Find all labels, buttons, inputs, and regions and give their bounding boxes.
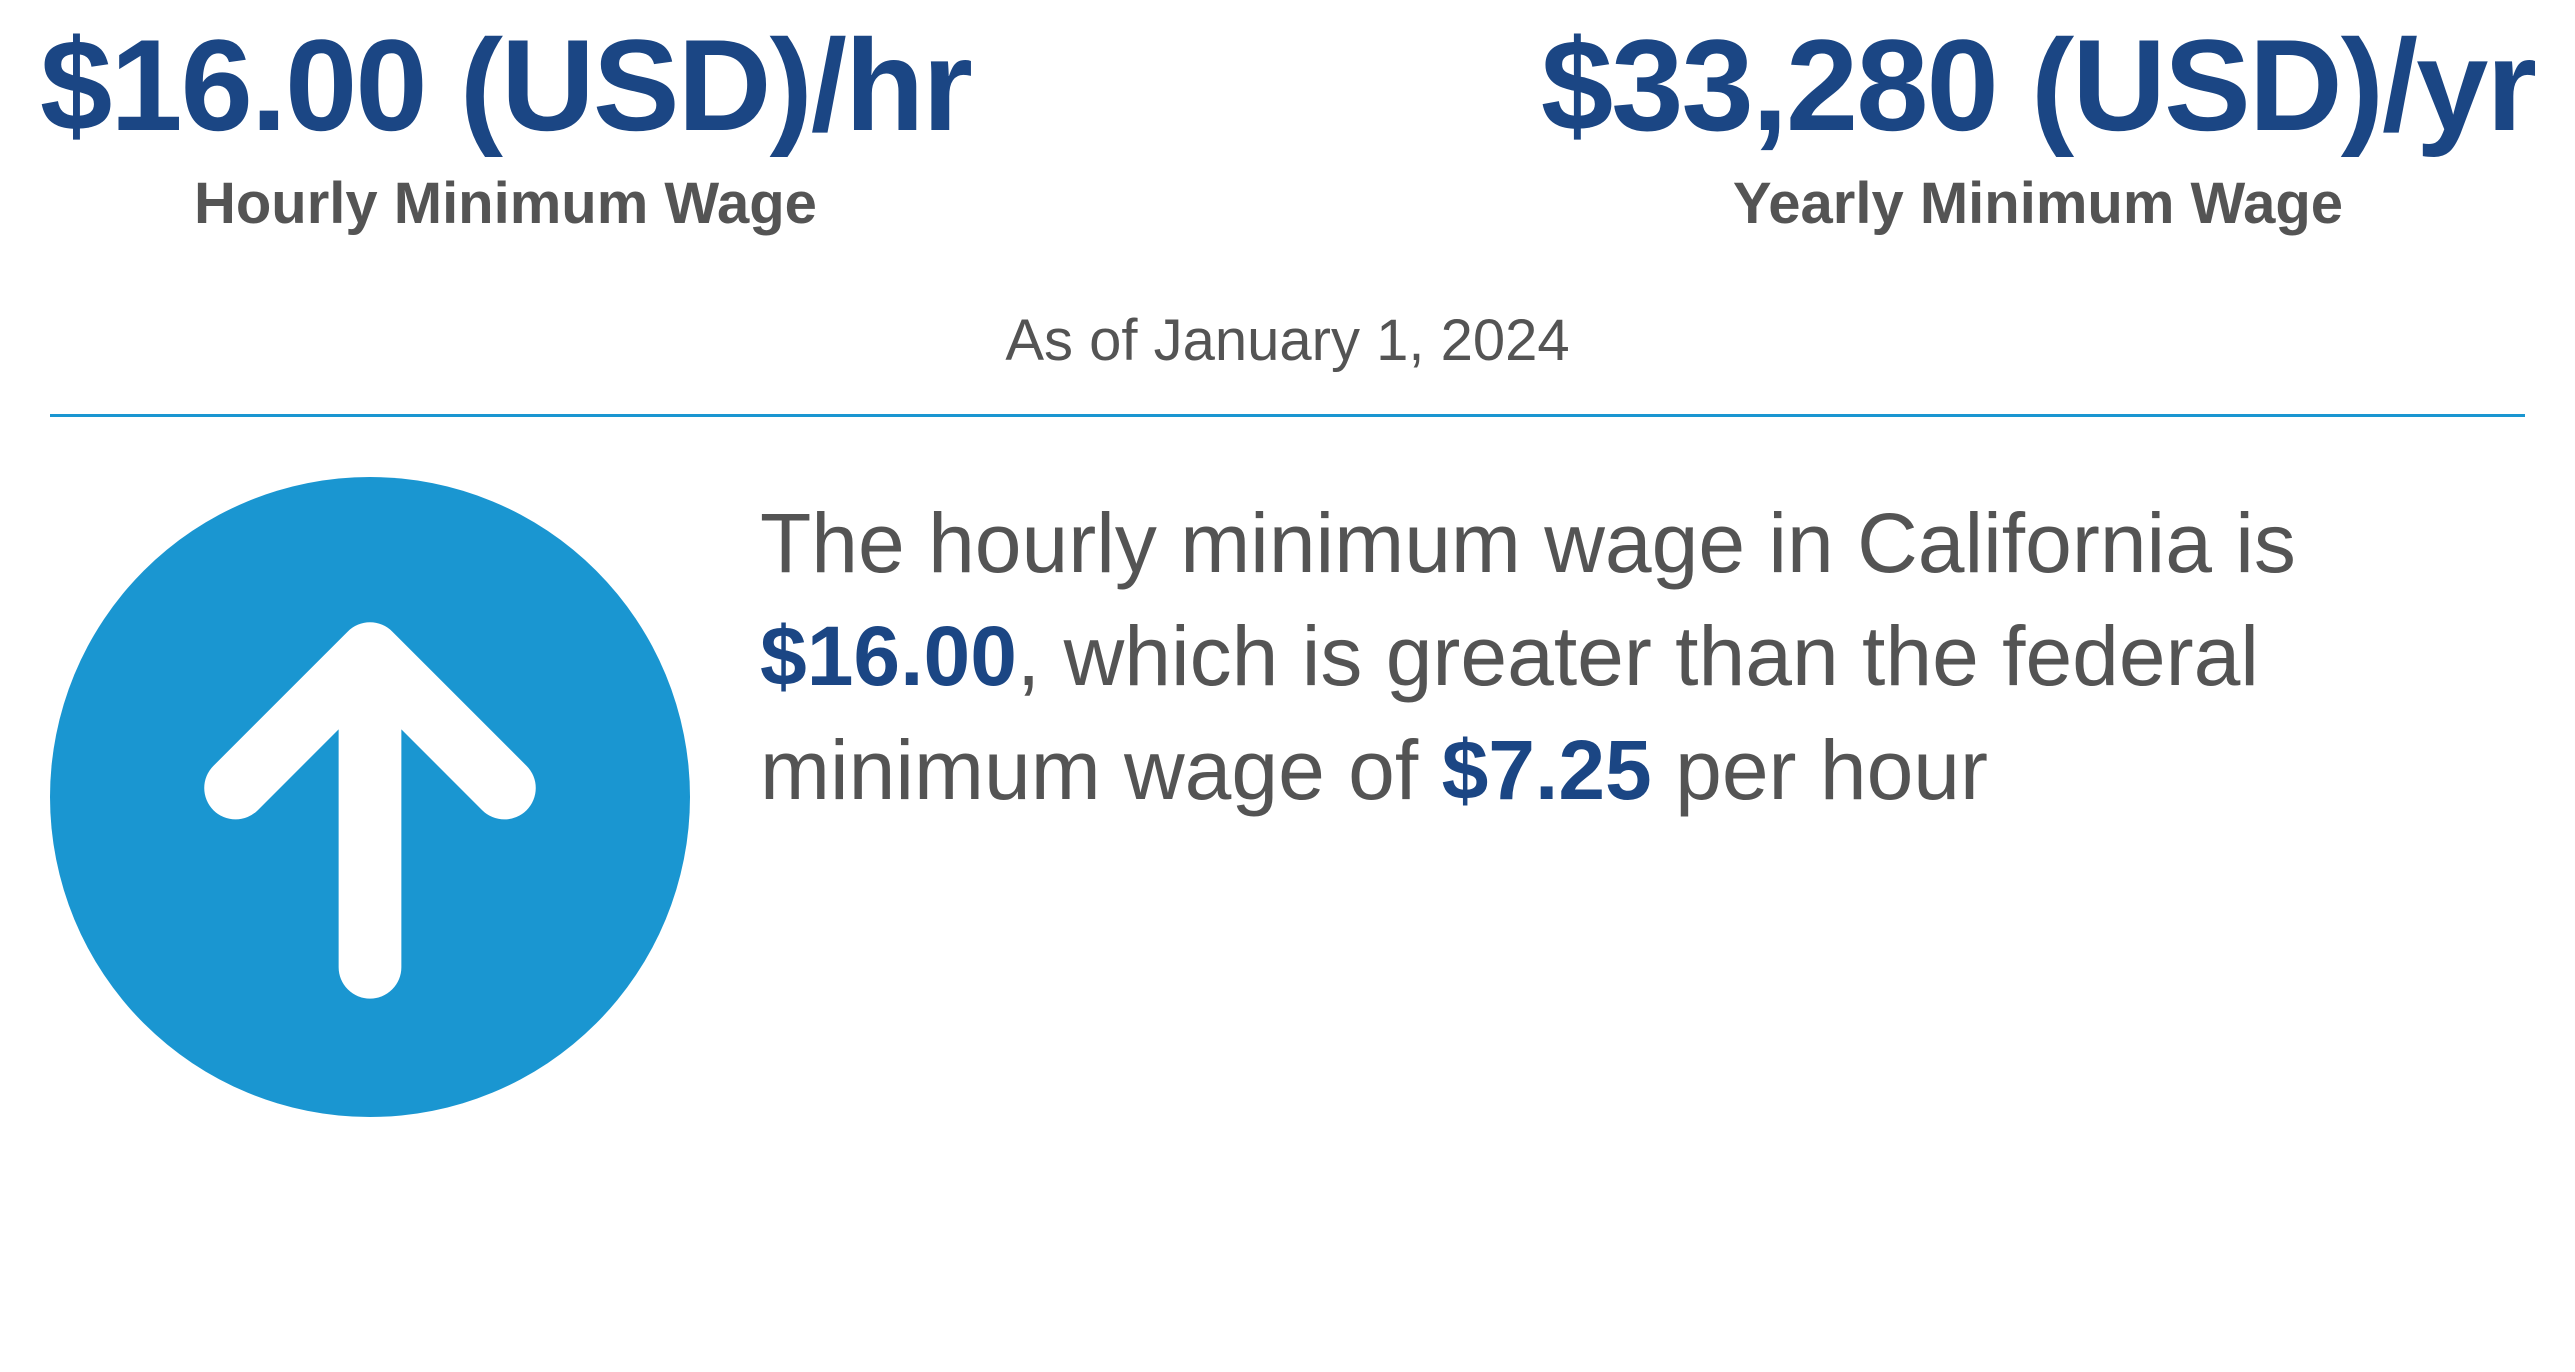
desc-state-wage: $16.00 [760,609,1017,703]
desc-part-3: per hour [1652,723,1988,817]
comparison-text: The hourly minimum wage in California is… [760,477,2525,827]
yearly-wage-value: $33,280 (USD)/yr [1541,10,2535,160]
desc-part-1: The hourly minimum wage in California is [760,496,2296,590]
yearly-wage-label: Yearly Minimum Wage [1733,170,2343,237]
hourly-wage-block: $16.00 (USD)/hr Hourly Minimum Wage [40,10,971,237]
hourly-wage-value: $16.00 (USD)/hr [40,10,971,160]
yearly-wage-block: $33,280 (USD)/yr Yearly Minimum Wage [1541,10,2535,237]
desc-federal-wage: $7.25 [1442,723,1652,817]
comparison-row: The hourly minimum wage in California is… [40,417,2535,1117]
top-stats-row: $16.00 (USD)/hr Hourly Minimum Wage $33,… [40,0,2535,237]
as-of-date: As of January 1, 2024 [40,307,2535,374]
hourly-wage-label: Hourly Minimum Wage [194,170,817,237]
arrow-up-icon [50,477,690,1117]
arrow-up-svg [146,573,594,1021]
infographic-container: $16.00 (USD)/hr Hourly Minimum Wage $33,… [0,0,2575,1372]
